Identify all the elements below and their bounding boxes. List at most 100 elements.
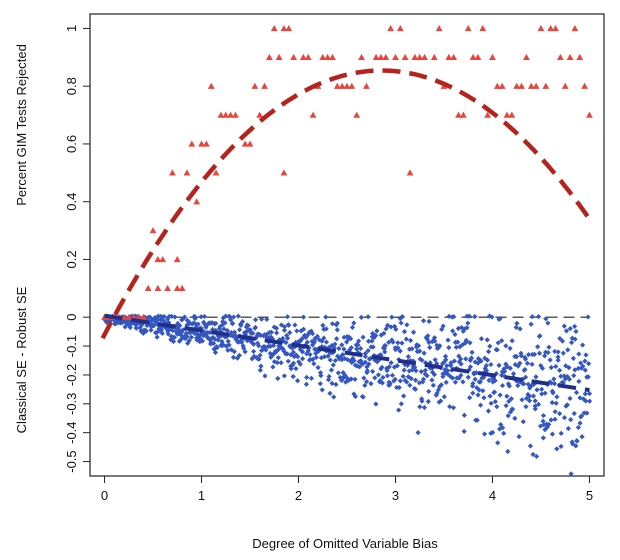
diamond-point xyxy=(579,342,586,348)
diamond-point xyxy=(270,342,277,349)
upper-trend-line xyxy=(100,68,592,340)
diamond-point xyxy=(518,353,524,359)
diamond-point xyxy=(401,367,407,373)
diamond-point xyxy=(542,390,548,396)
triangle-point xyxy=(358,53,365,61)
diamond-point xyxy=(488,361,494,368)
diamond-point xyxy=(522,374,529,380)
diamond-point xyxy=(418,369,424,375)
lower-trend-line xyxy=(104,313,590,393)
diamond-point xyxy=(304,374,310,381)
diamond-point xyxy=(578,360,584,366)
diamond-point xyxy=(220,318,226,325)
diamond-point xyxy=(332,357,338,364)
diamond-point xyxy=(532,398,538,404)
diamond-point xyxy=(551,376,557,382)
diamond-point xyxy=(507,345,513,351)
diamond-point xyxy=(344,339,350,345)
triangle-point xyxy=(382,53,390,61)
diamond-point xyxy=(398,320,404,326)
diamond-point xyxy=(563,328,570,334)
diamond-point xyxy=(184,317,190,323)
diamond-point xyxy=(542,426,548,433)
diamond-point xyxy=(577,420,583,426)
diamond-point xyxy=(355,342,361,348)
y-tick-label: -0.4 xyxy=(64,421,79,443)
diamond-point xyxy=(440,323,446,329)
diamond-point xyxy=(451,314,457,320)
triangle-point xyxy=(459,111,467,118)
x-tick-label: 4 xyxy=(489,488,496,503)
diamond-point xyxy=(491,389,498,395)
triangle-point xyxy=(261,82,268,89)
diamond-point xyxy=(392,345,398,351)
diamond-point xyxy=(558,430,564,436)
diamond-point xyxy=(574,438,580,444)
diamond-point xyxy=(487,393,493,399)
diamond-point xyxy=(494,404,500,410)
diamond-point xyxy=(220,321,226,328)
triangle-point xyxy=(430,53,438,61)
diamond-point xyxy=(450,328,456,334)
diamond-point xyxy=(195,321,201,327)
diamond-point xyxy=(323,339,330,345)
diamond-point xyxy=(481,395,487,401)
diamond-point xyxy=(573,443,579,449)
diamond-point xyxy=(297,361,303,367)
diamond-point xyxy=(401,393,407,399)
diamond-point xyxy=(477,379,483,385)
diamond-point xyxy=(412,364,418,370)
diamond-point xyxy=(231,348,237,355)
diamond-point xyxy=(405,354,411,360)
diamond-point xyxy=(312,346,318,352)
triangle-point xyxy=(256,111,264,118)
diamond-point xyxy=(582,391,588,397)
diamond-point xyxy=(309,331,316,337)
diamond-point xyxy=(214,345,220,351)
diamond-point xyxy=(186,338,192,344)
diamond-point xyxy=(460,379,466,385)
diamond-point xyxy=(529,361,535,367)
diamond-point xyxy=(500,425,506,431)
diamond-point xyxy=(275,355,281,361)
diamond-point xyxy=(526,398,533,404)
diamond-point xyxy=(182,314,188,320)
diamond-point xyxy=(362,359,368,365)
diamond-point xyxy=(559,338,566,344)
triangle-points-group xyxy=(101,25,593,320)
diamond-point xyxy=(239,336,245,343)
diamond-point xyxy=(532,406,538,412)
diamond-point xyxy=(558,443,564,450)
diamond-point xyxy=(381,345,388,352)
diamond-point xyxy=(545,320,551,326)
diamond-point xyxy=(484,337,490,343)
diamond-point xyxy=(236,327,243,333)
diamond-point xyxy=(268,329,274,335)
y-tick-label: 0.2 xyxy=(64,250,79,268)
diamond-point xyxy=(180,327,186,333)
diamond-point xyxy=(259,347,265,353)
diamond-point xyxy=(576,351,582,357)
diamond-point xyxy=(329,321,336,327)
triangle-point xyxy=(542,82,550,89)
triangle-point xyxy=(469,53,477,61)
diamond-point xyxy=(259,316,265,322)
diamond-point xyxy=(340,370,346,376)
diamond-point xyxy=(495,440,501,446)
diamond-point xyxy=(401,329,408,335)
diamond-point xyxy=(495,340,501,346)
diamond-point xyxy=(505,413,511,419)
diamond-point xyxy=(334,353,341,359)
diamond-point xyxy=(497,392,503,398)
diamond-point xyxy=(520,419,526,425)
triangle-point xyxy=(435,25,443,32)
diamond-point xyxy=(537,333,543,339)
diamond-point xyxy=(412,386,419,392)
diamond-point xyxy=(426,388,432,395)
triangle-point xyxy=(207,82,215,89)
diamond-point xyxy=(427,360,433,366)
diamond-point xyxy=(407,337,414,344)
diamond-point xyxy=(334,327,340,333)
diamond-point xyxy=(284,314,291,320)
diamond-point xyxy=(446,344,452,351)
